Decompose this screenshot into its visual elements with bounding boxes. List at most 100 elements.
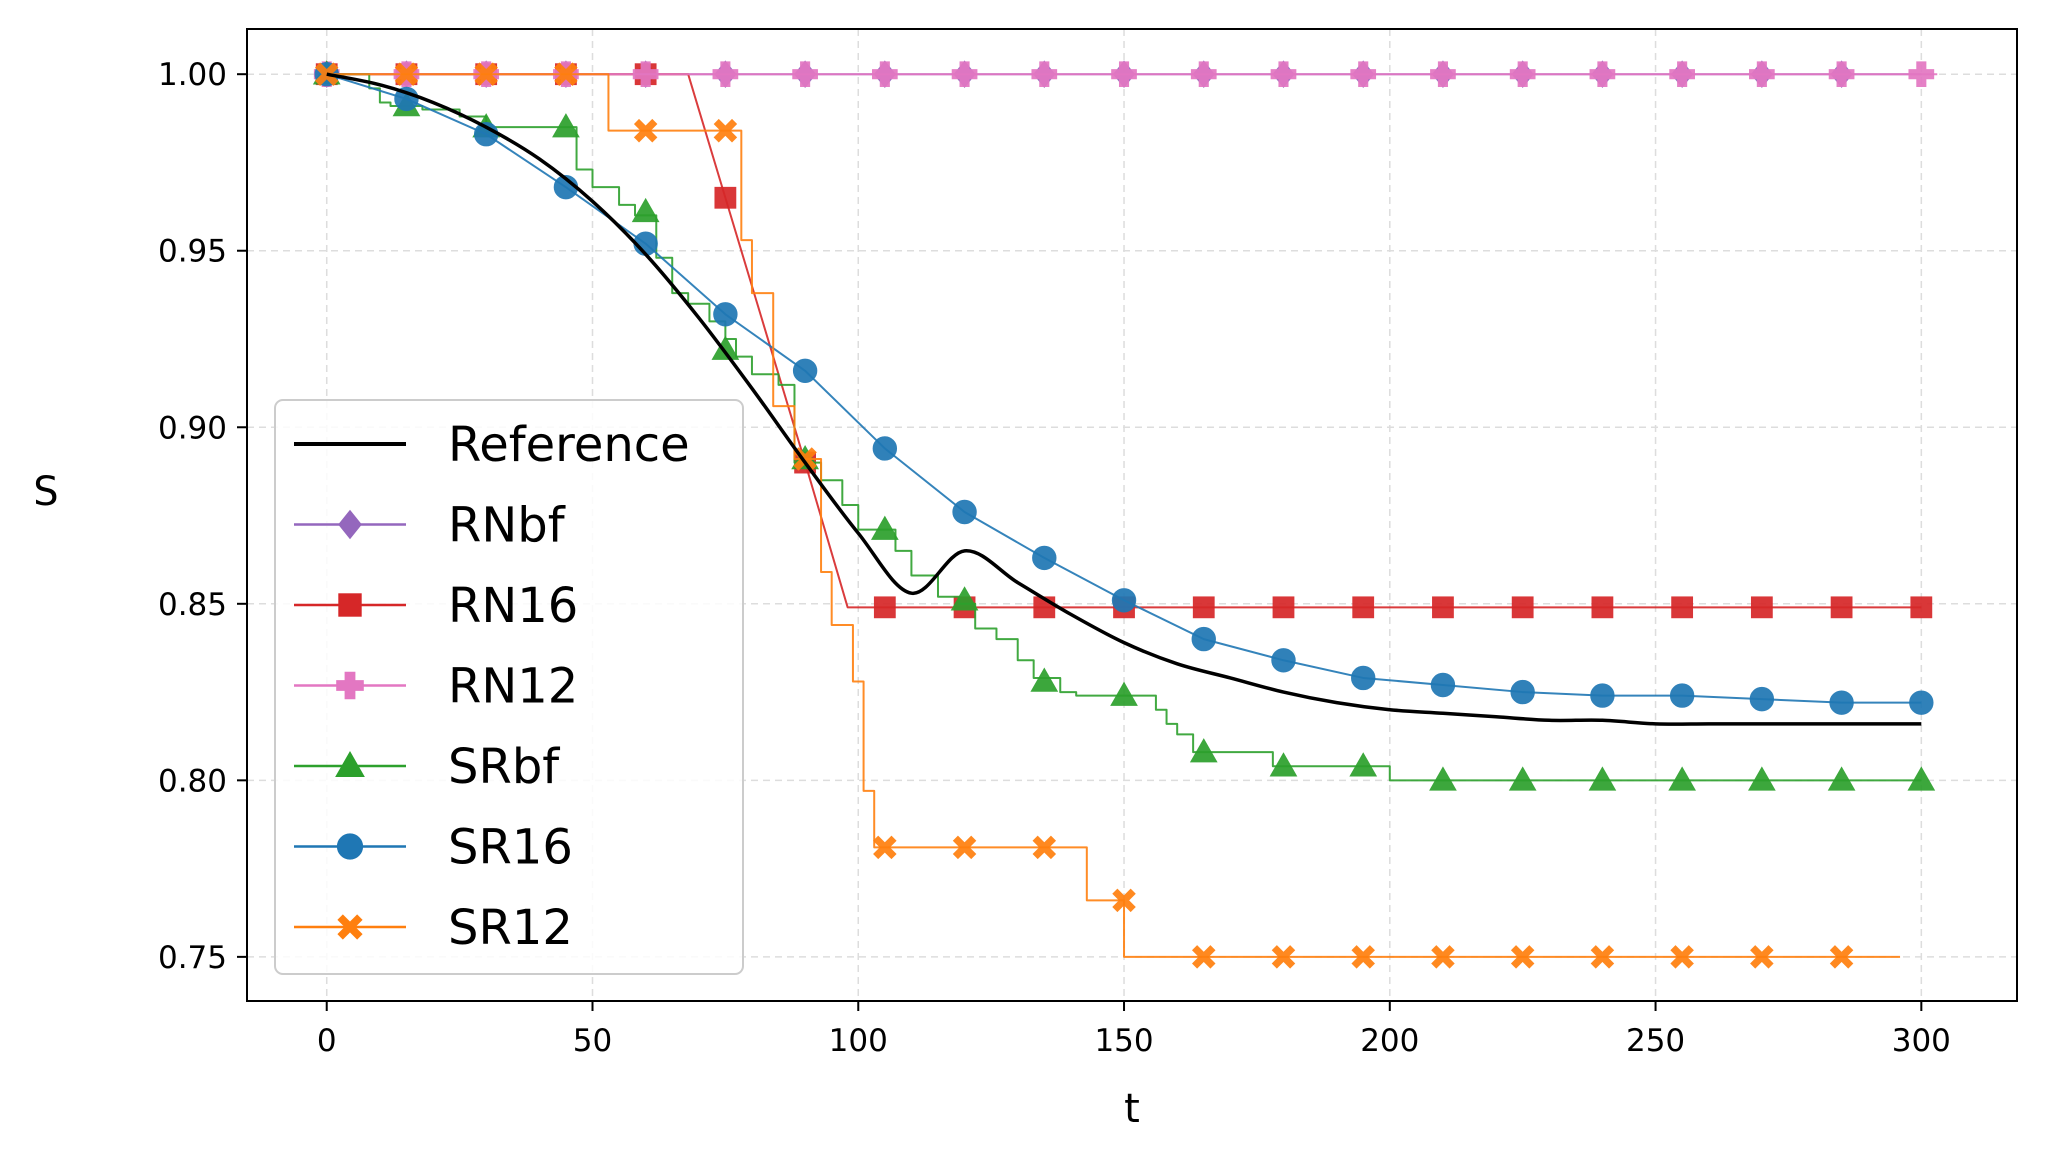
data-point-sr16 <box>1669 683 1695 708</box>
data-point-rn12 <box>1589 61 1616 88</box>
y-tick-label: 0.80 <box>158 763 227 799</box>
data-point-rn16 <box>1432 596 1454 619</box>
legend-marker <box>335 750 365 777</box>
data-point-rn16 <box>1830 596 1853 619</box>
legend-label: Reference <box>448 417 690 473</box>
data-point-sr16 <box>1191 626 1216 652</box>
data-point-srbf <box>1030 667 1059 692</box>
data-point-sr12 <box>1829 945 1854 969</box>
y-axis-label: S <box>33 469 58 515</box>
legend-entry-sr16: SR16 <box>294 820 573 876</box>
data-point-srbf <box>1110 681 1138 706</box>
data-point-sr16 <box>1111 588 1137 613</box>
legend-entry-sr12: SR12 <box>294 900 573 956</box>
legend-label: RN16 <box>448 578 578 634</box>
data-point-rn12 <box>792 61 818 88</box>
series-reference <box>326 72 1922 726</box>
data-point-sr16 <box>872 436 898 461</box>
data-point-sr12 <box>1032 835 1057 860</box>
data-point-sr16 <box>1590 683 1615 708</box>
data-point-rn16 <box>1192 596 1215 619</box>
data-point-sr12 <box>873 835 897 860</box>
data-point-sr12 <box>1192 945 1216 969</box>
data-point-sr16 <box>792 358 818 383</box>
data-point-rn12 <box>1350 61 1377 88</box>
x-tick-label: 50 <box>573 1023 612 1059</box>
data-point-sr12 <box>394 62 419 86</box>
x-axis-label: t <box>1124 1086 1140 1132</box>
legend-marker <box>337 914 363 940</box>
data-point-sr12 <box>633 118 658 143</box>
legend-marker <box>338 509 362 540</box>
data-point-srbf <box>1508 766 1537 791</box>
legend-label: RNbf <box>448 498 566 554</box>
data-point-rn12 <box>871 61 898 88</box>
series-line-sr12 <box>326 73 1901 958</box>
data-point-sr12 <box>1112 888 1136 913</box>
data-point-sr12 <box>1750 945 1774 969</box>
data-point-srbf <box>552 113 580 138</box>
legend-marker <box>336 833 364 860</box>
data-point-rn12 <box>712 61 739 88</box>
legend: Reference RNbf RN16 RN12 SRbf SR16 SR12 <box>274 399 744 975</box>
x-axis: 0 50 100 150 200 250 300 <box>317 1001 1951 1059</box>
series-line-srbf <box>326 73 1922 782</box>
data-point-rn16 <box>1910 596 1933 619</box>
legend-entry-reference: Reference <box>294 417 690 473</box>
data-point-rn12 <box>1749 61 1775 88</box>
legend-marker <box>338 593 362 617</box>
data-point-rn12 <box>1190 61 1217 88</box>
data-point-rn12 <box>1270 61 1297 88</box>
data-point-srbf <box>631 197 660 223</box>
data-point-sr16 <box>1032 545 1057 571</box>
data-point-srbf <box>950 586 979 611</box>
data-point-rn16 <box>873 596 896 619</box>
data-point-rn16 <box>1671 596 1694 619</box>
data-point-srbf <box>1668 766 1696 791</box>
data-point-sr16 <box>1351 665 1376 691</box>
data-point-sr16 <box>1829 690 1854 715</box>
data-point-rn16 <box>714 186 737 209</box>
series-layer <box>312 60 1938 969</box>
data-point-rn12 <box>1430 61 1456 88</box>
data-point-sr12 <box>474 62 498 86</box>
data-point-srbf <box>1827 766 1856 791</box>
data-point-rn12 <box>1111 61 1137 88</box>
data-point-srbf <box>1269 752 1298 777</box>
data-point-sr12 <box>554 62 578 86</box>
legend-label: SRbf <box>448 739 560 795</box>
data-point-srbf <box>870 515 899 540</box>
data-point-sr12 <box>713 118 738 143</box>
data-point-srbf <box>1748 766 1776 791</box>
data-point-rn16 <box>1352 596 1375 619</box>
data-point-sr16 <box>1909 690 1934 715</box>
data-point-rn12 <box>1509 61 1536 88</box>
legend-entry-rnbf: RNbf <box>294 498 566 554</box>
legend-box <box>274 399 744 975</box>
data-point-sr12 <box>1510 945 1535 969</box>
legend-label: SR16 <box>448 820 573 876</box>
x-tick-label: 200 <box>1360 1023 1419 1059</box>
y-tick-label: 0.85 <box>158 587 227 623</box>
legend-label: SR12 <box>448 900 573 956</box>
data-point-sr12 <box>952 835 977 860</box>
data-point-srbf <box>1588 766 1617 791</box>
x-tick-label: 100 <box>829 1023 888 1059</box>
series-line-reference <box>326 72 1922 726</box>
data-point-rn12 <box>1669 61 1695 88</box>
data-point-sr12 <box>1351 945 1375 969</box>
data-point-sr16 <box>1749 686 1775 712</box>
data-point-sr16 <box>1510 679 1535 705</box>
legend-label: RN12 <box>448 659 578 715</box>
data-point-rn16 <box>1272 596 1295 619</box>
data-point-rn16 <box>1591 596 1614 619</box>
y-axis: 0.75 0.80 0.85 0.90 0.95 1.00 <box>158 57 247 976</box>
data-point-sr12 <box>1590 945 1615 969</box>
x-tick-label: 250 <box>1626 1023 1685 1059</box>
data-point-sr16 <box>1430 672 1456 698</box>
data-point-rn12 <box>1031 61 1058 88</box>
data-point-srbf <box>1349 752 1378 777</box>
y-tick-label: 0.75 <box>158 940 227 976</box>
data-point-rn12 <box>951 61 978 88</box>
